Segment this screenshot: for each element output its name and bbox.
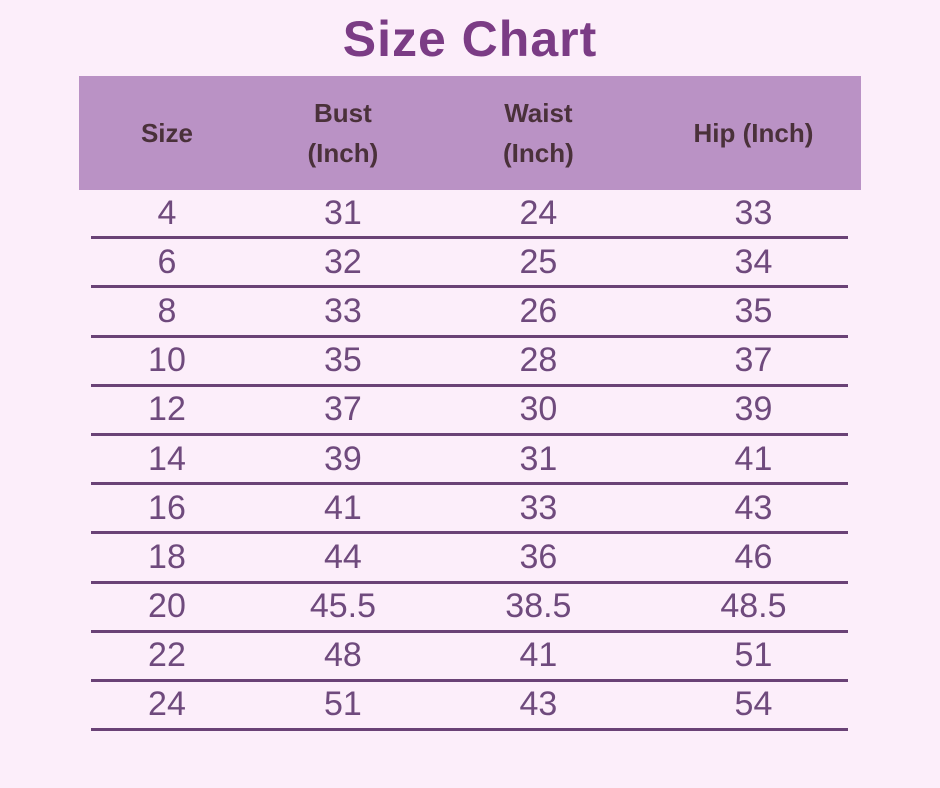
cell-bust: 39	[323, 439, 362, 478]
cell-size: 20	[148, 587, 186, 626]
cell-hip: 33	[734, 193, 773, 232]
column-header-bust: Bust (Inch)	[255, 93, 431, 173]
cell-size: 6	[157, 242, 177, 281]
row-divider	[91, 432, 848, 436]
table-row: 14 39 31 41	[79, 436, 861, 486]
row-divider	[91, 334, 848, 338]
cell-size: 18	[148, 537, 186, 576]
cell-waist: 25	[519, 242, 558, 281]
row-divider	[91, 383, 848, 387]
cell-hip: 34	[734, 242, 773, 281]
cell-waist: 33	[519, 488, 558, 527]
row-divider	[91, 629, 848, 633]
table-row: 6 32 25 34	[79, 239, 861, 289]
cell-bust: 44	[323, 537, 362, 576]
page-title: Size Chart	[342, 11, 598, 67]
cell-waist: 28	[519, 341, 558, 380]
column-header-label: Hip (Inch)	[693, 118, 814, 148]
table-row: 16 41 33 43	[79, 485, 861, 535]
cell-hip: 39	[734, 390, 773, 429]
column-header-waist: Waist (Inch)	[431, 93, 646, 173]
cell-bust: 32	[323, 242, 362, 281]
column-header-hip: Hip (Inch)	[646, 116, 861, 150]
row-divider	[91, 482, 848, 486]
table-row: 4 31 24 33	[79, 190, 861, 240]
row-divider	[91, 728, 848, 732]
cell-bust: 37	[323, 390, 362, 429]
column-header-label: Bust (Inch)	[307, 98, 379, 168]
cell-waist: 30	[519, 390, 558, 429]
table-header-row: Size Bust (Inch) Waist (Inch) Hip (Inch)	[79, 76, 861, 190]
cell-hip: 37	[734, 341, 773, 380]
cell-hip: 43	[734, 488, 773, 527]
row-divider	[91, 531, 848, 535]
row-divider	[91, 236, 848, 240]
cell-hip: 46	[734, 537, 773, 576]
cell-waist: 36	[519, 537, 558, 576]
table-row: 24 51 43 54	[79, 682, 861, 732]
cell-hip: 48.5	[720, 587, 787, 626]
cell-hip: 51	[734, 636, 773, 675]
cell-waist: 38.5	[505, 587, 572, 626]
table-row: 10 35 28 37	[79, 338, 861, 387]
table-row: 22 48 41 51	[79, 633, 861, 682]
cell-size: 14	[148, 439, 186, 478]
cell-size: 12	[148, 390, 186, 429]
cell-size: 16	[148, 488, 186, 527]
cell-waist: 31	[519, 439, 558, 478]
size-chart-table: Size Bust (Inch) Waist (Inch) Hip (Inch)…	[79, 76, 861, 732]
column-header-label: Waist (Inch)	[503, 98, 574, 168]
cell-bust: 45.5	[309, 587, 376, 626]
cell-bust: 41	[323, 488, 362, 527]
cell-size: 24	[148, 685, 186, 724]
cell-waist: 41	[519, 636, 558, 675]
cell-bust: 35	[323, 341, 362, 380]
cell-bust: 48	[323, 636, 362, 675]
cell-size: 22	[148, 636, 186, 675]
cell-waist: 26	[519, 291, 558, 330]
row-divider	[91, 678, 848, 682]
table-row: 8 33 26 35	[79, 288, 861, 338]
cell-bust: 31	[323, 193, 362, 232]
cell-size: 4	[157, 193, 177, 232]
column-header-label: Size	[140, 118, 193, 148]
cell-hip: 41	[734, 439, 773, 478]
cell-size: 8	[157, 291, 177, 330]
cell-waist: 43	[519, 685, 558, 724]
cell-size: 10	[148, 341, 186, 380]
table-row: 18 44 36 46	[79, 534, 861, 584]
row-divider	[91, 285, 848, 289]
table-body: 4 31 24 33 6 32 25 34 8 33 26 35 10 35 28 37 12 37 30 39 14 3…	[79, 190, 861, 732]
row-divider	[91, 580, 848, 584]
table-row: 12 37 30 39	[79, 387, 861, 436]
cell-bust: 33	[323, 291, 362, 330]
cell-waist: 24	[519, 193, 558, 232]
table-row: 20 45.5 38.5 48.5	[79, 584, 861, 633]
cell-bust: 51	[323, 685, 362, 724]
cell-hip: 54	[734, 685, 773, 724]
cell-hip: 35	[734, 291, 773, 330]
column-header-size: Size	[79, 116, 255, 150]
